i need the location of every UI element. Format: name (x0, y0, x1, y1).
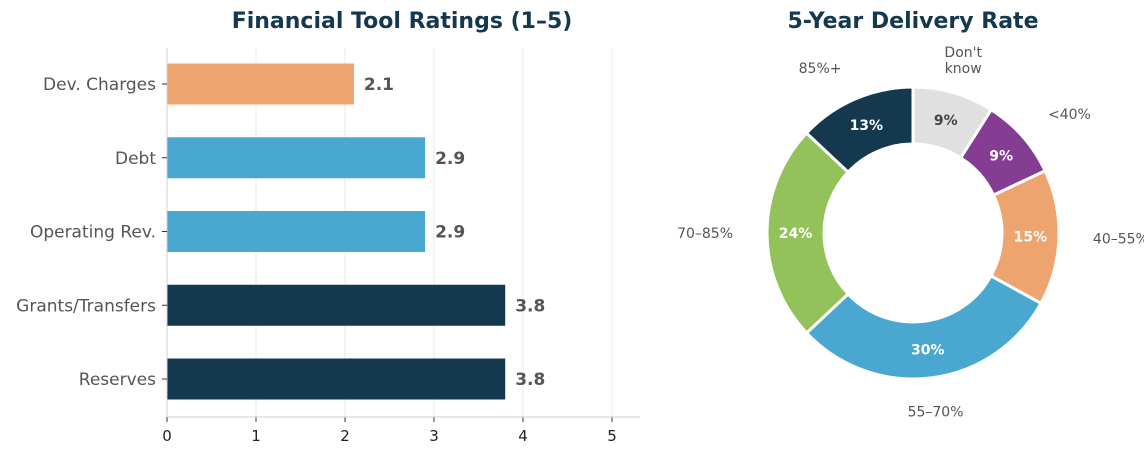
bar-dev-charges (167, 63, 354, 105)
bar-chart-title: Financial Tool Ratings (1–5) (232, 9, 573, 34)
donut-pct-label: 15% (1014, 230, 1048, 246)
bar-category-label: Reserves (79, 370, 156, 390)
bar-xtick-label: 1 (251, 427, 261, 445)
bar-xtick-label: 0 (162, 427, 172, 445)
bar-xtick-label: 3 (429, 427, 439, 445)
bar-value-label: 2.9 (435, 149, 465, 169)
donut-category-label: 85%+ (799, 61, 842, 77)
donut-slice-85 (804, 85, 915, 175)
bar-value-label: 2.1 (364, 75, 394, 95)
donut-chart-title: 5-Year Delivery Rate (788, 9, 1039, 34)
bar-category-label: Debt (115, 149, 156, 169)
bar-value-label: 3.8 (515, 296, 545, 316)
donut-pct-label: 9% (989, 148, 1013, 164)
donut-category-label: 55–70% (908, 405, 964, 421)
bar-grants-transfers (167, 284, 506, 326)
donut-category-label: know (945, 61, 982, 77)
bar-debt (167, 137, 426, 179)
donut-category-label: 70–85% (677, 226, 733, 242)
donut-pct-label: 13% (850, 118, 884, 134)
bar-reserves (167, 358, 506, 400)
bar-chart: Financial Tool Ratings (1–5) 2.1 2.9 2.9 3.… (16, 9, 640, 445)
bar-category-label: Operating Rev. (30, 223, 156, 243)
donut-category-label: Don't (944, 45, 982, 61)
donut-pct-label: 24% (779, 226, 813, 242)
bar-operating-rev (167, 211, 426, 252)
donut-category-label: 40–55% (1093, 232, 1144, 248)
bar-value-label: 2.9 (435, 223, 465, 243)
bar-xtick-label: 4 (518, 427, 528, 445)
bar-value-label: 3.8 (515, 370, 545, 390)
donut-pct-label: 9% (934, 113, 958, 129)
bar-category-label: Dev. Charges (43, 75, 156, 95)
donut-slice-55-70 (804, 273, 1043, 381)
donut-category-label: <40% (1048, 107, 1091, 123)
bar-xtick-label: 5 (607, 427, 617, 445)
bar-category-label: Grants/Transfers (16, 296, 156, 316)
donut-pct-label: 30% (911, 343, 945, 359)
bar-xtick-label: 2 (340, 427, 350, 445)
